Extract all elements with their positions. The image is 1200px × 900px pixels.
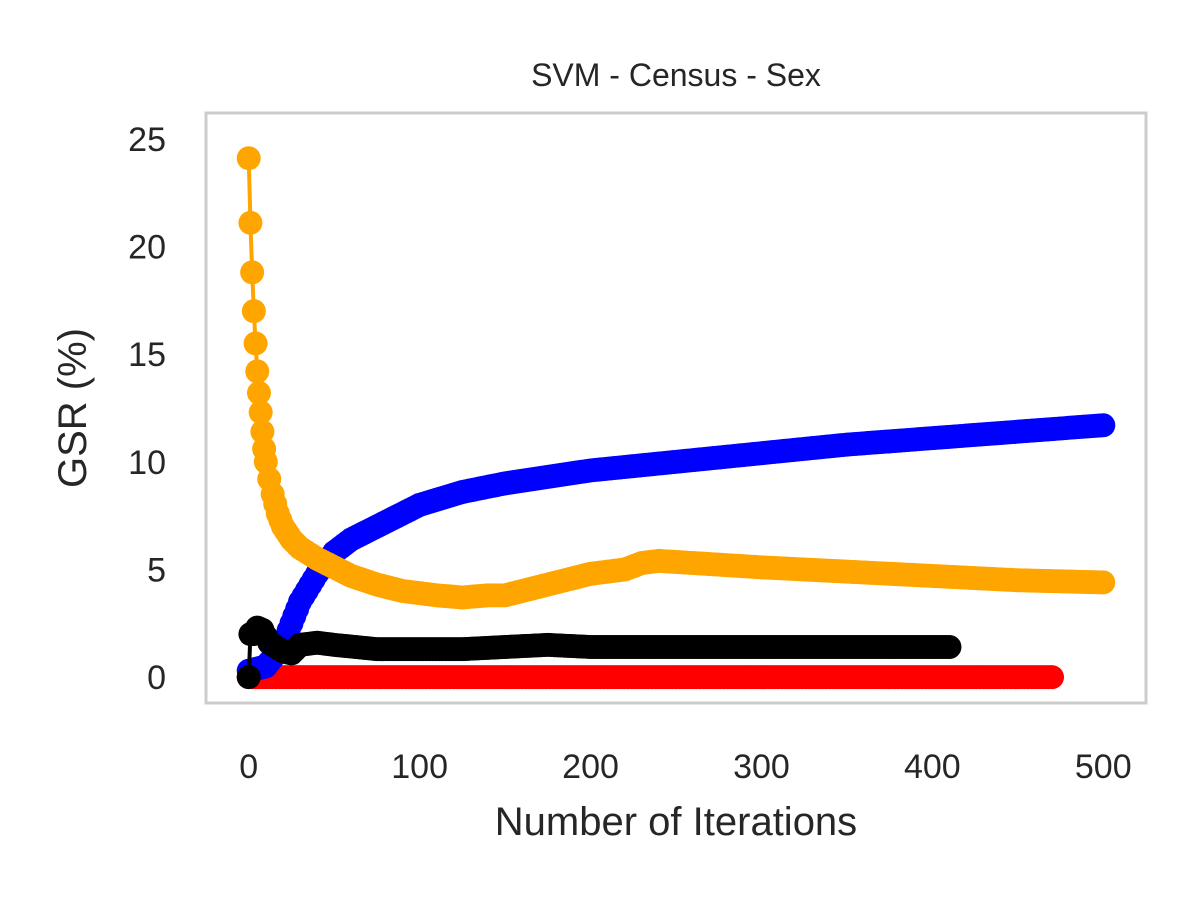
plot-area-frame	[204, 111, 1148, 705]
x-tick-label: 400	[904, 748, 961, 786]
y-axis-ticks: 0 5 10 15 20 25	[128, 121, 166, 697]
series-0	[236, 665, 1064, 690]
series-2-point	[1091, 570, 1116, 595]
y-tick-label: 5	[147, 551, 166, 589]
series-2-point	[250, 419, 275, 444]
x-tick-label: 0	[239, 748, 258, 786]
series-layer	[236, 146, 1116, 690]
series-2	[236, 146, 1116, 610]
series-2-point	[246, 380, 271, 405]
series-2-point	[243, 331, 268, 356]
series-2-point	[245, 359, 270, 384]
series-2-point	[241, 299, 266, 324]
series-1-point	[1091, 413, 1116, 438]
y-axis-label: GSR (%)	[51, 328, 95, 488]
x-tick-label: 100	[391, 748, 448, 786]
series-3	[236, 615, 962, 690]
series-2-point	[248, 400, 273, 425]
y-tick-label: 20	[128, 229, 166, 267]
series-2-point	[240, 260, 265, 285]
series-3-point	[937, 635, 962, 660]
x-tick-label: 500	[1075, 748, 1132, 786]
series-3-point	[236, 665, 261, 690]
y-tick-label: 15	[128, 336, 166, 374]
x-tick-label: 200	[562, 748, 619, 786]
y-tick-label: 0	[147, 659, 166, 697]
y-tick-label: 10	[128, 444, 166, 482]
series-2-point	[238, 210, 263, 235]
y-tick-label: 25	[128, 121, 166, 159]
chart-title: SVM - Census - Sex	[531, 57, 821, 93]
series-2-point	[236, 146, 261, 171]
x-axis-label: Number of Iterations	[495, 800, 857, 844]
x-axis-ticks: 0 100 200 300 400 500	[239, 748, 1131, 786]
series-0-point	[1040, 665, 1064, 690]
x-tick-label: 300	[733, 748, 790, 786]
